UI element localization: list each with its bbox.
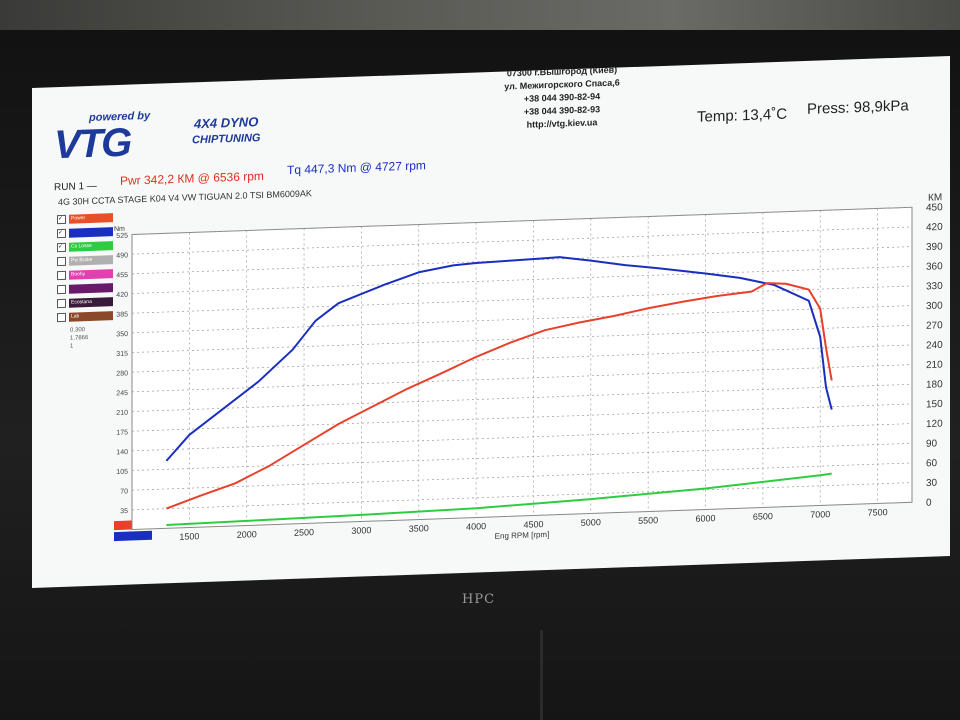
right-tick-label: 240 (926, 340, 943, 352)
left-axis-unit: Nm (114, 226, 125, 233)
grid-line-horizontal (132, 403, 912, 432)
left-tick-label: 525 (116, 233, 128, 240)
x-tick-label: 6500 (753, 511, 773, 522)
x-tick-label: 4000 (466, 521, 486, 532)
grid-line-horizontal (132, 344, 912, 373)
grid-line-horizontal (132, 206, 912, 235)
grid-line-horizontal (132, 364, 912, 393)
left-tick-label: 175 (116, 429, 128, 436)
dyno-screen: powered by VTG 4X4 DYNO CHIPTUNING 07300… (32, 55, 950, 588)
right-tick-label: 300 (926, 301, 943, 313)
grid-line-horizontal (132, 482, 912, 511)
left-tick-label: 70 (120, 488, 128, 495)
right-tick-label: 30 (926, 478, 938, 489)
left-tick-label: 385 (116, 311, 128, 318)
right-axis-unit: КМ (928, 192, 942, 203)
left-tick-label: 420 (116, 292, 128, 299)
series-line-power (166, 282, 833, 510)
x-tick-label: 1500 (179, 531, 199, 542)
left-tick-label: 490 (116, 252, 128, 259)
left-tick-label: 245 (116, 390, 128, 397)
series-line-torque (165, 256, 833, 462)
x-tick-label: 7500 (868, 507, 888, 518)
x-tick-label: 6000 (696, 513, 716, 524)
x-tick-label: 5000 (581, 517, 601, 528)
monitor-brand: HPC (462, 592, 496, 607)
grid-line-horizontal (132, 462, 912, 491)
left-tick-label: 350 (116, 331, 128, 338)
x-axis-label: Eng RPM [rpm] (495, 530, 550, 541)
left-tick-label: 455 (116, 272, 128, 279)
grid-line-horizontal (132, 265, 912, 294)
x-tick-label: 2500 (294, 527, 314, 538)
series-line-losses (166, 472, 832, 527)
left-tick-label: 140 (116, 449, 128, 456)
x-tick-label: 7000 (810, 509, 830, 520)
chart-series (165, 256, 833, 527)
right-tick-label: 60 (926, 458, 938, 469)
x-tick-label: 3500 (409, 523, 429, 534)
grid-line-horizontal (132, 442, 912, 471)
chart-grid (131, 206, 913, 531)
right-tick-label: 90 (926, 438, 938, 449)
grid-line-horizontal (132, 383, 912, 412)
left-tick-label: 105 (116, 469, 128, 476)
chart-axes: 1500 2000 2500 3000 3500 4000 4500 5000 5500 6000… (116, 202, 943, 542)
x-tick-label: 5500 (638, 515, 658, 526)
right-tick-label: 360 (926, 261, 943, 273)
right-tick-label: 210 (926, 360, 943, 372)
right-tick-label: 0 (926, 498, 932, 509)
x-tick-label: 4500 (523, 519, 543, 530)
right-tick-label: 150 (926, 399, 943, 411)
x-tick-label: 2000 (237, 529, 257, 540)
right-tick-label: 450 (926, 202, 943, 214)
left-tick-label: 35 (120, 508, 128, 515)
dyno-chart: 1500 2000 2500 3000 3500 4000 4500 5000 5500 6000… (114, 192, 943, 542)
grid-line-horizontal (132, 305, 912, 334)
cable (540, 630, 543, 720)
right-tick-label: 270 (926, 320, 943, 332)
grid-line-horizontal (132, 226, 912, 255)
right-tick-label: 330 (926, 281, 943, 293)
right-tick-label: 180 (926, 379, 943, 391)
right-tick-label: 390 (926, 242, 943, 254)
grid-line-horizontal (132, 423, 912, 452)
left-tick-label: 280 (116, 370, 128, 377)
left-tick-label: 315 (116, 351, 128, 358)
x-tick-label: 3000 (351, 525, 371, 536)
left-tick-label: 210 (116, 410, 128, 417)
right-tick-label: 420 (926, 222, 943, 234)
right-tick-label: 120 (926, 419, 943, 431)
grid-line-horizontal (132, 285, 912, 314)
